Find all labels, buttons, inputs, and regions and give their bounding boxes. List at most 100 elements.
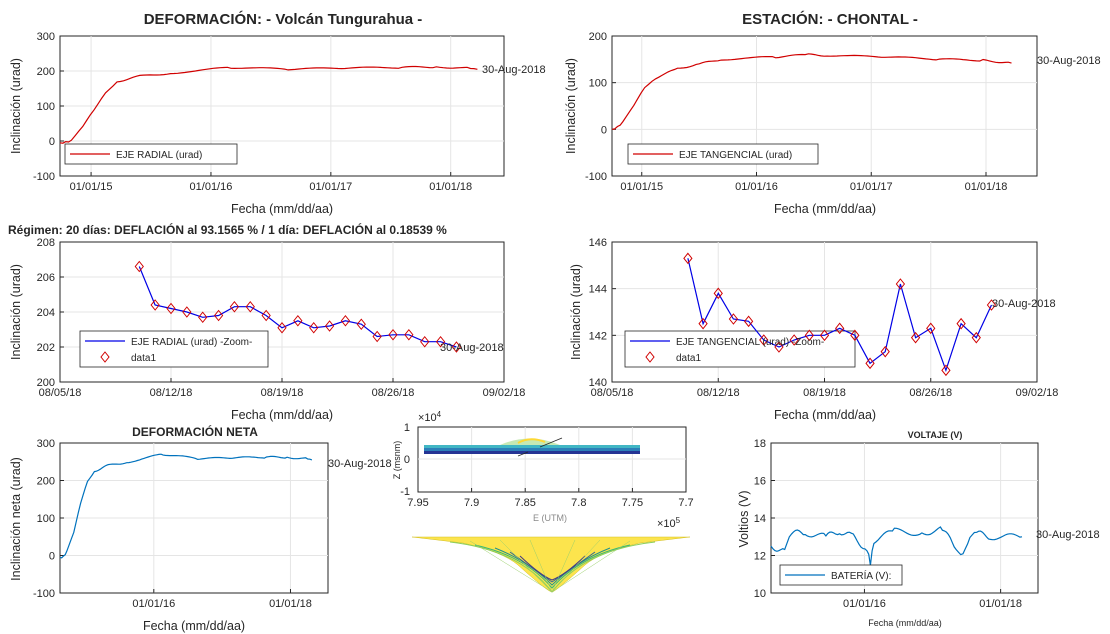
radial-zoom-ylabel: Inclinación (urad) (9, 264, 23, 360)
voltage-yticks: 10 12 14 16 18 (754, 438, 775, 600)
tangential-zoom-series-line (687, 258, 993, 373)
data-marker (451, 341, 462, 353)
xtick-label: 01/01/16 (132, 598, 175, 610)
radial-xlabel: Fecha (mm/dd/aa) (231, 202, 333, 216)
xtick-label: 08/12/18 (150, 387, 193, 399)
data-marker (293, 314, 303, 327)
voltage-end-date: 30-Aug-2018 (1036, 529, 1100, 541)
radial-legend: EJE RADIAL (urad) (64, 143, 238, 165)
radial-zoom-end-date: 30-Aug-2018 (440, 342, 504, 354)
data-marker (166, 302, 176, 315)
net-end-date: 30-Aug-2018 (328, 458, 392, 470)
ytick-label: 0 (49, 551, 55, 563)
data-marker (388, 328, 398, 341)
data-marker (971, 331, 981, 344)
data-marker (986, 299, 997, 311)
xtick-label: 08/19/18 (803, 387, 846, 399)
data-marker (910, 331, 921, 344)
data-marker (324, 320, 335, 332)
data-marker (277, 321, 287, 334)
xtick-label: 7.85 (514, 497, 535, 509)
net-series-line (59, 453, 313, 559)
radial-panel: DEFORMACIÓN: - Volcán Tungurahua - -100 0… (9, 10, 546, 216)
surface-exp4: ×104 (418, 410, 442, 424)
tangential-zoom-ylabel: Inclinación (urad) (569, 264, 583, 360)
radial-ylabel: Inclinación (urad) (9, 58, 23, 154)
regime-title: Régimen: 20 días: DEFLACIÓN al 93.1565 %… (8, 222, 447, 237)
ytick-label: 18 (754, 438, 766, 450)
ytick-label: 142 (589, 330, 607, 342)
tangential-zoom-yticks: 140 142 144 146 (589, 237, 616, 389)
radial-legend-label: EJE RADIAL (urad) (116, 150, 202, 161)
data-marker (134, 260, 144, 273)
tangential-ylabel: Inclinación (urad) (564, 58, 578, 154)
voltage-title: VOLTAJE (V) (908, 430, 963, 440)
ytick-label: 144 (589, 284, 607, 296)
xtick-label: 7.9 (464, 497, 479, 509)
xtick-label: 09/02/18 (483, 387, 526, 399)
data-marker (835, 322, 845, 335)
data-marker (198, 311, 208, 324)
voltage-grid (771, 443, 1038, 593)
data-marker (880, 345, 890, 358)
tangential-series-line (611, 53, 1012, 130)
ytick-label: 12 (754, 551, 766, 563)
surface-zlabel: Z (msnm) (392, 441, 402, 480)
net-panel: DEFORMACIÓN NETA -100 0 100 200 300 01/01/16… (9, 424, 392, 633)
tangential-grid (612, 36, 1037, 176)
voltage-ylabel: Voltios (V) (737, 491, 751, 548)
data-marker (261, 309, 271, 322)
radial-xticks: 01/01/15 01/01/16 01/01/17 01/01/18 (70, 172, 472, 193)
xtick-label: 7.7 (678, 497, 693, 509)
xtick-label: 01/01/16 (735, 181, 778, 193)
data-marker (728, 313, 739, 325)
xtick-label: 01/01/18 (429, 181, 472, 193)
tangential-panel: ESTACIÓN: - CHONTAL - -100 0 100 200 01/01/… (564, 10, 1101, 216)
tangential-zoom-xlabel: Fecha (mm/dd/aa) (774, 408, 876, 422)
ytick-label: 200 (589, 31, 607, 43)
ytick-label: -100 (585, 171, 607, 183)
data-marker (340, 314, 351, 327)
data-marker (743, 315, 754, 328)
data-marker (213, 309, 224, 322)
voltage-series-line (770, 526, 1023, 566)
ytick-label: -100 (33, 171, 55, 183)
ytick-label: 10 (754, 588, 766, 600)
ytick-label: 100 (589, 78, 607, 90)
data-marker (804, 329, 814, 342)
net-xticks: 01/01/16 01/01/18 (132, 589, 312, 610)
ytick-label: 146 (589, 237, 607, 249)
voltage-legend: BATERÍA (V): (779, 564, 903, 586)
ytick-label: 300 (37, 31, 55, 43)
tangential-xticks: 01/01/15 01/01/16 01/01/17 01/01/18 (620, 172, 1007, 193)
surface-xlabel: E (UTM) (533, 513, 567, 523)
data-marker (850, 329, 860, 342)
radial-zoom-legend: EJE RADIAL (urad) -Zoom- data1 (79, 330, 269, 368)
surface-mesh (411, 536, 691, 593)
xtick-label: 01/01/17 (850, 181, 893, 193)
title-left: DEFORMACIÓN: - Volcán Tungurahua - (144, 10, 423, 28)
ytick-label: 200 (37, 476, 55, 488)
ytick-label: 100 (37, 101, 55, 113)
data-marker (372, 330, 382, 343)
tangential-zoom-xticks: 08/05/18 08/12/18 08/19/18 08/26/18 09/02/18 (591, 378, 1058, 399)
xtick-label: 01/01/17 (309, 181, 352, 193)
ytick-label: 100 (37, 513, 55, 525)
xtick-label: 01/01/18 (269, 598, 312, 610)
ytick-label: 300 (37, 438, 55, 450)
data-marker (759, 334, 769, 346)
xtick-label: 01/01/16 (843, 598, 886, 610)
data-marker (229, 300, 240, 313)
radial-zoom-xlabel: Fecha (mm/dd/aa) (231, 408, 333, 422)
radial-zoom-legend-data1: data1 (131, 353, 156, 364)
data-marker (819, 329, 830, 342)
radial-zoom-series-line (138, 266, 457, 348)
tangential-xlabel: Fecha (mm/dd/aa) (774, 202, 876, 216)
net-grid (60, 443, 328, 593)
data-marker (309, 321, 319, 334)
data-marker (356, 318, 366, 331)
tangential-legend: EJE TANGENCIAL (urad) (627, 143, 819, 165)
data-marker (789, 334, 799, 346)
surface-grid (418, 427, 686, 492)
